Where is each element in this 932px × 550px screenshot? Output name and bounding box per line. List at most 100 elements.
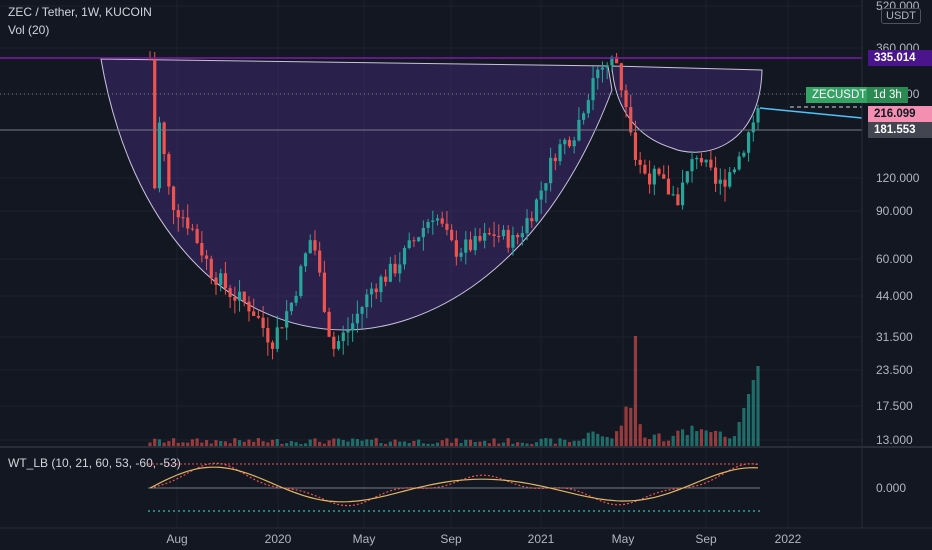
candle-body[interactable] [153, 58, 157, 189]
candle-body[interactable] [365, 294, 369, 308]
candle-body[interactable] [586, 100, 590, 114]
candle-body[interactable] [459, 252, 463, 257]
candle-body[interactable] [421, 227, 425, 238]
candle-body[interactable] [468, 239, 473, 251]
candle-body[interactable] [332, 336, 336, 349]
trendline[interactable] [759, 107, 863, 119]
candle-body[interactable] [473, 236, 477, 251]
candle-body[interactable] [756, 108, 760, 123]
candle-body[interactable] [605, 65, 609, 68]
candle-body[interactable] [303, 253, 308, 267]
candle-body[interactable] [680, 182, 685, 206]
candle-body[interactable] [431, 220, 435, 222]
candle-body[interactable] [450, 229, 454, 241]
candle-body[interactable] [534, 199, 539, 222]
candle-body[interactable] [242, 291, 246, 302]
candle-body[interactable] [497, 236, 501, 238]
candle-body[interactable] [487, 233, 491, 235]
volume-indicator-label[interactable]: Vol (20) [8, 23, 50, 37]
candle-body[interactable] [567, 139, 572, 147]
candle-body[interactable] [695, 158, 699, 160]
candle-body[interactable] [624, 90, 628, 108]
candle-body[interactable] [478, 236, 482, 241]
candle-body[interactable] [318, 250, 322, 273]
candle-body[interactable] [713, 167, 718, 184]
candle-body[interactable] [563, 139, 567, 145]
candle-body[interactable] [619, 63, 623, 91]
candle-body[interactable] [662, 174, 666, 179]
candle-body[interactable] [219, 273, 223, 285]
candle-body[interactable] [657, 168, 661, 175]
candle-body[interactable] [402, 248, 407, 265]
candle-body[interactable] [327, 311, 331, 337]
candle-body[interactable] [417, 237, 421, 242]
candle-body[interactable] [195, 229, 199, 244]
candle-body[interactable] [228, 288, 232, 298]
candle-body[interactable] [685, 171, 689, 183]
candle-body[interactable] [558, 144, 562, 162]
candle-body[interactable] [270, 342, 275, 349]
candle-body[interactable] [483, 233, 487, 241]
candle-body[interactable] [723, 179, 727, 187]
candle-body[interactable] [704, 159, 708, 163]
candle-body[interactable] [511, 234, 515, 248]
candle-body[interactable] [186, 217, 190, 229]
candle-body[interactable] [384, 276, 388, 282]
candle-body[interactable] [666, 178, 671, 195]
candle-body[interactable] [501, 229, 506, 237]
candle-body[interactable] [464, 239, 468, 253]
candle-body[interactable] [553, 157, 557, 162]
candle-body[interactable] [728, 172, 732, 187]
candle-body[interactable] [572, 140, 576, 147]
candle-body[interactable] [266, 328, 270, 343]
candle-body[interactable] [162, 122, 166, 155]
candle-body[interactable] [610, 56, 614, 66]
candle-body[interactable] [671, 194, 675, 196]
candle-body[interactable] [633, 132, 638, 160]
candle-body[interactable] [176, 210, 180, 218]
candle-body[interactable] [294, 295, 298, 303]
candle-body[interactable] [360, 307, 364, 314]
candle-body[interactable] [157, 122, 162, 189]
candle-body[interactable] [549, 157, 553, 184]
candle-body[interactable] [233, 297, 237, 301]
candle-body[interactable] [709, 159, 713, 168]
candle-body[interactable] [398, 264, 402, 274]
candle-body[interactable] [539, 190, 543, 200]
candle-body[interactable] [252, 311, 256, 316]
candle-body[interactable] [629, 107, 633, 133]
candle-body[interactable] [530, 218, 534, 222]
candle-body[interactable] [355, 313, 359, 324]
candle-body[interactable] [454, 240, 458, 257]
candle-body[interactable] [171, 186, 176, 211]
candle-body[interactable] [322, 272, 326, 312]
candle-body[interactable] [544, 183, 548, 191]
candle-body[interactable] [308, 240, 312, 254]
candle-body[interactable] [652, 168, 656, 185]
candle-body[interactable] [407, 240, 411, 249]
candle-body[interactable] [737, 156, 741, 170]
candle-body[interactable] [412, 240, 416, 242]
candle-body[interactable] [190, 228, 195, 230]
candle-body[interactable] [440, 218, 444, 224]
candle-body[interactable] [285, 311, 289, 328]
candle-body[interactable] [379, 276, 383, 293]
currency-unit-button[interactable]: USDT [881, 8, 921, 24]
candle-body[interactable] [615, 56, 619, 64]
candle-body[interactable] [209, 258, 213, 278]
candle-body[interactable] [516, 234, 520, 238]
oscillator-label[interactable]: WT_LB (10, 21, 60, 53, -60, -53) [8, 456, 181, 470]
candle-body[interactable] [346, 330, 350, 333]
candle-body[interactable] [676, 194, 680, 206]
cup-pattern[interactable] [100, 58, 763, 331]
candle-body[interactable] [647, 173, 652, 185]
candle-body[interactable] [506, 229, 510, 248]
candle-body[interactable] [181, 217, 185, 219]
candle-body[interactable] [600, 67, 605, 70]
candle-body[interactable] [643, 164, 647, 174]
candle-body[interactable] [261, 317, 265, 329]
candle-body[interactable] [638, 159, 642, 165]
candle-body[interactable] [237, 291, 242, 301]
candle-body[interactable] [699, 158, 704, 163]
